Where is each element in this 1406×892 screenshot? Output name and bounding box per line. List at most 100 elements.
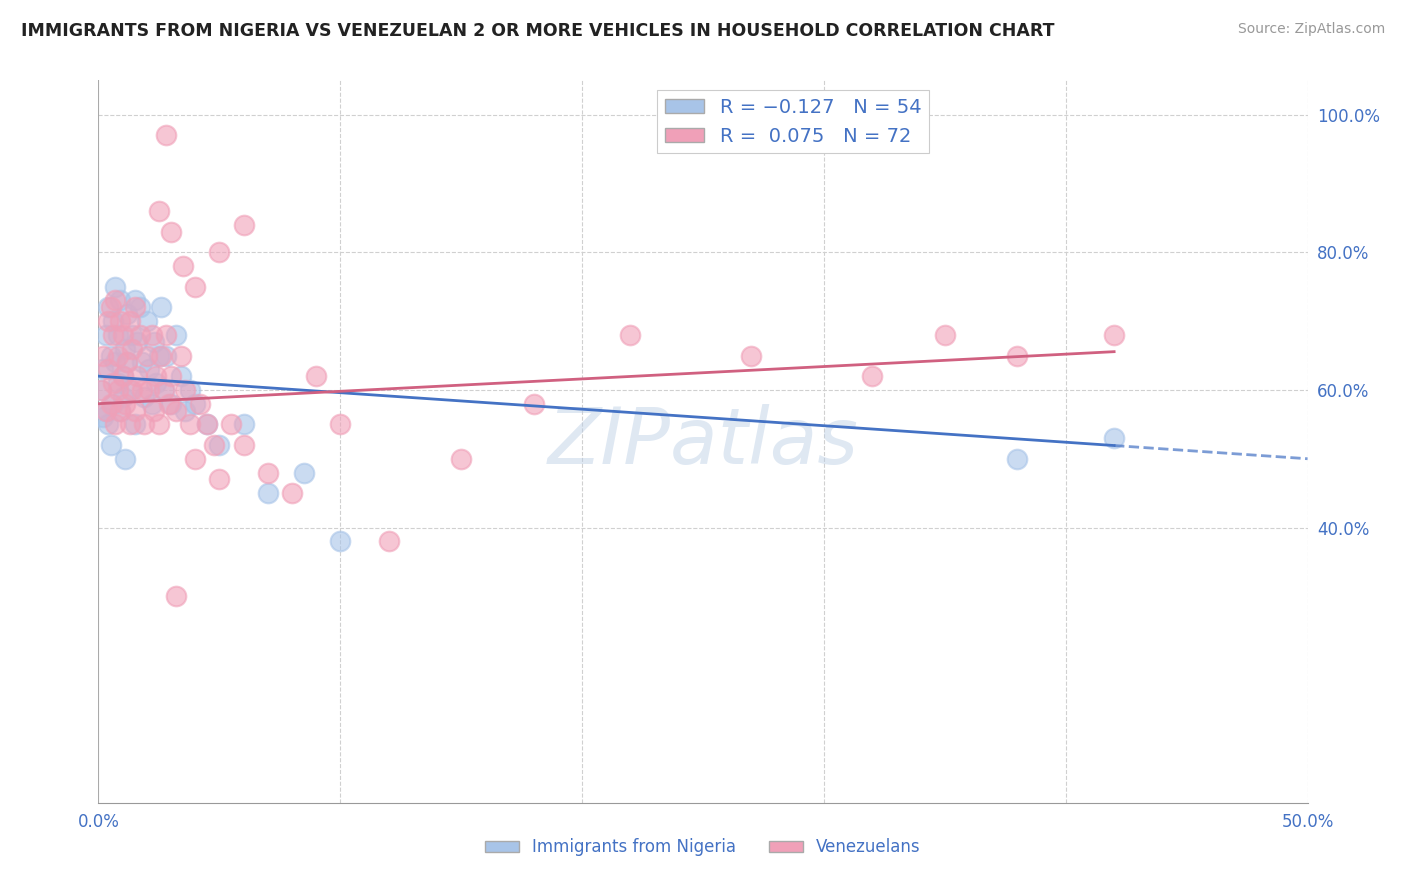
Point: [107, 349, 129, 363]
Point: [111, 327, 134, 342]
Point: [523, 397, 546, 411]
Point: [127, 334, 149, 349]
Point: [101, 327, 124, 342]
Point: [450, 451, 472, 466]
Point: [94, 403, 117, 417]
Point: [101, 314, 124, 328]
Point: [208, 245, 231, 260]
Point: [141, 327, 163, 342]
Point: [165, 327, 187, 342]
Point: [169, 369, 191, 384]
Point: [128, 301, 150, 315]
Point: [377, 534, 399, 549]
Point: [141, 397, 163, 411]
Point: [111, 369, 134, 384]
Point: [155, 327, 177, 342]
Point: [124, 417, 146, 432]
Point: [232, 417, 254, 432]
Point: [195, 417, 218, 432]
Point: [131, 355, 153, 369]
Point: [157, 397, 180, 411]
Point: [108, 314, 131, 328]
Point: [1102, 431, 1125, 445]
Point: [329, 534, 352, 549]
Point: [114, 397, 136, 411]
Point: [148, 417, 170, 432]
Point: [101, 376, 124, 390]
Point: [104, 279, 127, 293]
Point: [160, 397, 183, 411]
Point: [107, 327, 129, 342]
Point: [155, 349, 177, 363]
Point: [100, 397, 122, 411]
Point: [121, 327, 143, 342]
Point: [169, 349, 191, 363]
Point: [305, 369, 328, 384]
Point: [232, 438, 254, 452]
Point: [172, 259, 194, 273]
Point: [143, 334, 166, 349]
Point: [174, 383, 197, 397]
Point: [114, 451, 136, 466]
Point: [152, 383, 174, 397]
Text: IMMIGRANTS FROM NIGERIA VS VENEZUELAN 2 OR MORE VEHICLES IN HOUSEHOLD CORRELATIO: IMMIGRANTS FROM NIGERIA VS VENEZUELAN 2 …: [21, 22, 1054, 40]
Point: [127, 369, 149, 384]
Point: [179, 417, 201, 432]
Point: [134, 390, 156, 404]
Point: [91, 362, 114, 376]
Point: [104, 417, 127, 432]
Point: [124, 301, 146, 315]
Point: [145, 376, 167, 390]
Point: [117, 307, 139, 321]
Point: [100, 349, 122, 363]
Point: [108, 403, 131, 417]
Point: [619, 327, 641, 342]
Point: [232, 218, 254, 232]
Point: [111, 390, 134, 404]
Point: [860, 369, 883, 384]
Point: [90, 383, 112, 397]
Point: [118, 383, 141, 397]
Point: [90, 383, 112, 397]
Point: [145, 369, 167, 384]
Point: [118, 314, 141, 328]
Point: [160, 369, 183, 384]
Point: [138, 383, 160, 397]
Point: [111, 369, 134, 384]
Point: [174, 403, 197, 417]
Legend: Immigrants from Nigeria, Venezuelans: Immigrants from Nigeria, Venezuelans: [478, 831, 928, 863]
Point: [91, 410, 114, 425]
Point: [1102, 327, 1125, 342]
Point: [124, 403, 146, 417]
Point: [1007, 349, 1029, 363]
Point: [121, 383, 143, 397]
Point: [740, 349, 762, 363]
Point: [148, 204, 170, 219]
Point: [160, 225, 183, 239]
Text: ZIPatlas: ZIPatlas: [547, 403, 859, 480]
Point: [165, 403, 187, 417]
Point: [204, 438, 226, 452]
Point: [148, 349, 170, 363]
Point: [128, 327, 150, 342]
Point: [94, 403, 117, 417]
Point: [108, 403, 131, 417]
Point: [329, 417, 352, 432]
Point: [195, 417, 218, 432]
Point: [97, 301, 120, 315]
Point: [208, 472, 231, 486]
Point: [179, 383, 201, 397]
Point: [184, 397, 207, 411]
Point: [221, 417, 243, 432]
Point: [135, 314, 157, 328]
Point: [117, 355, 139, 369]
Point: [97, 417, 120, 432]
Point: [292, 466, 315, 480]
Point: [91, 349, 114, 363]
Point: [104, 293, 127, 308]
Point: [281, 486, 304, 500]
Point: [165, 590, 187, 604]
Point: [150, 301, 173, 315]
Point: [114, 342, 136, 356]
Point: [117, 355, 139, 369]
